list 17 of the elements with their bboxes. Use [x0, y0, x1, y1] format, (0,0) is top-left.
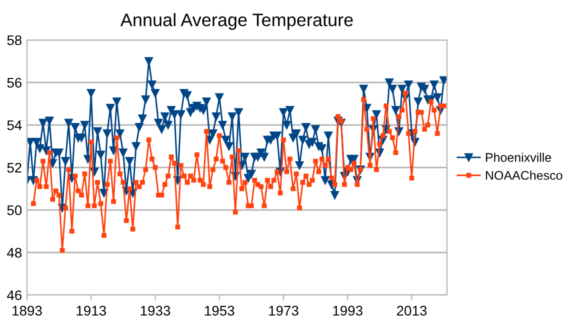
chart-title: Annual Average Temperature: [120, 13, 353, 30]
legend-label: NOAAChesco: [486, 170, 562, 180]
x-tick-label: 1973: [269, 306, 298, 316]
x-tick-label: 1953: [204, 306, 234, 316]
y-tick-label: 52: [7, 162, 22, 173]
y-tick-label: 48: [7, 248, 22, 258]
x-tick-label: 2013: [396, 306, 427, 316]
x-tick-label: 1993: [333, 306, 362, 316]
y-tick-label: 50: [7, 205, 22, 216]
legend-label: Phoenixville: [486, 152, 552, 162]
x-tick-label: 1893: [12, 306, 42, 316]
x-tick-label: 1933: [140, 306, 170, 316]
y-tick-label: 54: [7, 120, 22, 130]
x-tick-label: 1913: [76, 306, 106, 316]
y-tick-label: 46: [7, 290, 22, 300]
y-tick-label: 58: [7, 35, 22, 46]
y-tick-label: 56: [7, 78, 22, 88]
